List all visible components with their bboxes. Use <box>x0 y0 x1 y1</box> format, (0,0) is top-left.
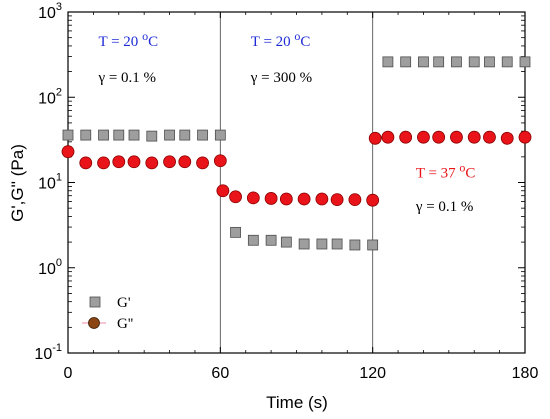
y-axis-title: G',G'' (Pa) <box>8 144 27 222</box>
series-g-prime-point-3 <box>113 129 125 141</box>
series-g-double-prime-point-14 <box>279 192 293 206</box>
series-g-double-prime-point-4 <box>127 155 141 169</box>
annotation-a4: γ = 300 % <box>250 70 312 86</box>
x-tick-label-3: 180 <box>512 365 539 382</box>
data-markers <box>61 56 532 251</box>
series-g-double-prime-point-8 <box>196 156 209 170</box>
series-g-prime-point-13 <box>280 236 292 248</box>
series-g-double-prime-point-9 <box>213 154 227 168</box>
legend-marker-g-prime <box>89 296 101 308</box>
y-tick-label-4: 103 <box>38 1 62 22</box>
series-g-prime-point-15 <box>316 238 328 250</box>
legend-label-g-double-prime: G'' <box>117 316 134 332</box>
y-axis-ticks: 10-1 100 101 102 103 <box>34 1 525 363</box>
series-g-double-prime-point-21 <box>381 130 395 144</box>
series-g-double-prime-point-2 <box>97 156 110 170</box>
x-tick-label-1: 60 <box>211 365 229 382</box>
annotation-a2: γ = 0.1 % <box>97 70 156 86</box>
legend-marker-g-double-prime <box>88 317 100 329</box>
series-g-double-prime-point-19 <box>366 193 380 207</box>
y-tick-label-3: 102 <box>38 86 62 107</box>
series-g-double-prime-point-28 <box>500 131 514 145</box>
series-g-prime-point-9 <box>214 129 226 141</box>
series-g-prime-point-14 <box>298 238 310 250</box>
x-axis-ticks: 0 60 120 180 <box>64 12 539 382</box>
series-g-prime-point-19 <box>382 56 394 68</box>
series-g-double-prime-point-25 <box>450 130 463 144</box>
legend: G' G'' <box>82 295 134 332</box>
x-tick-label-0: 0 <box>64 365 73 382</box>
series-g-prime-point-24 <box>468 56 480 68</box>
condition-annotations: T = 20 oC γ = 0.1 % T = 20 oC γ = 300 % T = … <box>97 29 475 215</box>
series-g-double-prime-point-16 <box>315 192 329 206</box>
series-g-prime-point-18 <box>367 239 379 251</box>
series-g-prime-point-4 <box>128 129 140 141</box>
annotation-a1: T = 20 oC <box>98 29 158 50</box>
series-g-double-prime-point-11 <box>229 190 242 204</box>
series-g-double-prime-point-1 <box>79 156 93 170</box>
legend-label-g-prime: G' <box>117 295 131 311</box>
y-tick-label-1: 100 <box>38 257 62 278</box>
series-g-prime-point-16 <box>331 238 343 250</box>
series-g-double-prime-point-27 <box>483 130 496 144</box>
series-g-double-prime-point-18 <box>348 193 362 207</box>
series-g-prime-point-1 <box>80 129 92 141</box>
series-g-double-prime-point-12 <box>246 191 260 205</box>
series-g-double-prime-point-5 <box>145 156 159 170</box>
series-g-double-prime-point-0 <box>61 145 75 159</box>
series-g-prime-point-20 <box>400 56 412 68</box>
x-tick-label-2: 120 <box>359 365 386 382</box>
series-g-prime-point-22 <box>433 56 445 68</box>
series-g-prime-point-7 <box>179 129 191 141</box>
series-g-double-prime-point-26 <box>467 130 481 144</box>
series-g-prime-point-27 <box>519 56 531 68</box>
series-g-double-prime-point-23 <box>417 130 430 144</box>
series-g-prime-point-25 <box>484 56 495 68</box>
y-tick-label-0: 10-1 <box>34 342 62 363</box>
series-g-double-prime-point-20 <box>368 131 382 145</box>
series-g-prime-point-12 <box>265 234 277 246</box>
series-g-prime-point-21 <box>418 56 429 68</box>
series-g-prime-point-2 <box>98 129 109 141</box>
series-g-prime-point-11 <box>247 234 259 246</box>
segment-dividers <box>219 12 374 353</box>
annotation-a3: T = 20 oC <box>251 29 311 50</box>
series-g-double-prime-point-22 <box>399 130 413 144</box>
annotation-a5: T = 37 oC <box>416 160 476 181</box>
series-g-double-prime-point-29 <box>518 130 532 144</box>
series-g-prime-point-6 <box>164 129 175 141</box>
series-g-prime-point-17 <box>349 239 361 251</box>
y-tick-label-2: 101 <box>38 172 62 193</box>
annotation-a6: γ = 0.1 % <box>415 199 474 215</box>
series-g-double-prime-point-3 <box>112 155 126 169</box>
series-g-double-prime-point-13 <box>264 192 278 205</box>
series-g-prime-point-26 <box>501 56 513 68</box>
series-g-prime-point-23 <box>451 56 462 68</box>
series-g-prime-point-5 <box>146 130 158 142</box>
series-g-prime-point-0 <box>62 129 74 141</box>
series-g-prime-point-10 <box>230 226 241 238</box>
x-axis-title: Time (s) <box>266 393 328 412</box>
series-g-double-prime-point-6 <box>163 155 176 169</box>
series-g-double-prime-point-10 <box>216 184 230 198</box>
series-g-double-prime-point-17 <box>330 193 344 207</box>
series-g-double-prime-point-24 <box>432 130 446 144</box>
series-g-prime-point-8 <box>197 129 208 141</box>
series-g-double-prime-point-15 <box>297 192 311 206</box>
series-g-double-prime-point-7 <box>178 155 192 169</box>
